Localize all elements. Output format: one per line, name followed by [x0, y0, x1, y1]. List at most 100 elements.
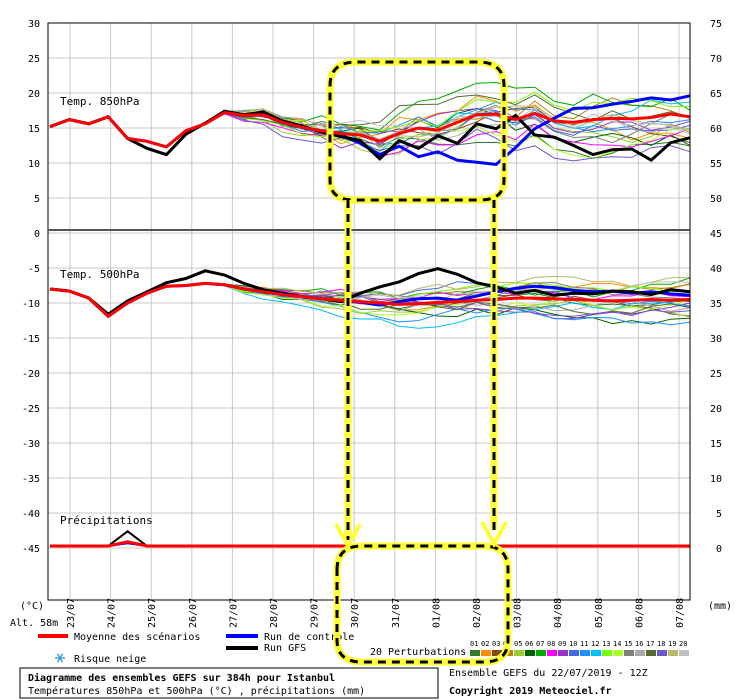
perturbation-id: 14 [613, 640, 621, 648]
left-tick-label: -45 [22, 544, 40, 555]
series-line-500 [49, 267, 691, 317]
legend-label-snow: Risque neige [74, 654, 146, 665]
perturbation-swatch [657, 650, 667, 656]
perturbation-id: 06 [525, 640, 533, 648]
perturbation-swatch [646, 650, 656, 656]
left-tick-label: -30 [22, 439, 40, 450]
right-tick-label: 70 [710, 54, 722, 65]
left-tick-label: -20 [22, 369, 40, 380]
perturbation-id: 15 [624, 640, 632, 648]
x-tick-label: 29/07 [310, 598, 321, 628]
run-label: Ensemble GEFS du 22/07/2019 - 12Z [449, 668, 648, 679]
left-unit: (°C) [20, 601, 44, 612]
left-tick-label: 5 [34, 194, 40, 205]
perturbation-id: 07 [536, 640, 544, 648]
panel-label-precip: Précipitations [60, 514, 153, 527]
left-tick-label: -15 [22, 334, 40, 345]
perturbation-swatch [525, 650, 535, 656]
left-tick-label: -40 [22, 509, 40, 520]
perturbation-swatch [481, 650, 491, 656]
right-unit: (mm) [708, 601, 732, 612]
highlight-box-850-dash [328, 60, 506, 202]
right-tick-label: 55 [710, 159, 722, 170]
right-tick-label: 20 [710, 404, 722, 415]
x-tick-label: 30/07 [350, 598, 361, 628]
x-tick-label: 28/07 [269, 598, 280, 628]
perturbation-id: 19 [668, 640, 676, 648]
legend: Moyenne des scénarios Run de controle Ru… [38, 631, 354, 665]
left-tick-label: 10 [28, 159, 40, 170]
panel-label-500: Temp. 500hPa [60, 268, 139, 281]
arrow-head-left [334, 523, 362, 551]
right-tick-label: 45 [710, 229, 722, 240]
snowflake-icon [55, 653, 65, 663]
left-tick-label: -5 [28, 264, 40, 275]
right-tick-label: 10 [710, 474, 722, 485]
perturbation-swatch [492, 650, 502, 656]
perturbation-id: 17 [646, 640, 654, 648]
perturbation-swatch [668, 650, 678, 656]
perturbation-swatch [470, 650, 480, 656]
perturbation-id: 09 [558, 640, 566, 648]
legend-label-control: Run de controle [264, 632, 354, 643]
series-line-850 [49, 109, 691, 163]
perturbation-id: 20 [679, 640, 687, 648]
perturbation-swatch [558, 650, 568, 656]
left-tick-label: -25 [22, 404, 40, 415]
left-tick-label: -35 [22, 474, 40, 485]
left-tick-label: -10 [22, 299, 40, 310]
chart-subtitle: Températures 850hPa et 500hPa (°C) , pré… [28, 685, 365, 697]
x-tick-label: 25/07 [147, 598, 158, 628]
altitude-label: Alt. 58m [10, 618, 58, 629]
right-tick-label: 65 [710, 89, 722, 100]
x-tick-label: 27/07 [228, 598, 239, 628]
right-tick-label: 50 [710, 194, 722, 205]
legend-label-mean: Moyenne des scénarios [74, 631, 200, 643]
x-tick-label: 05/08 [594, 598, 605, 628]
x-tick-label: 01/08 [431, 598, 442, 628]
x-tick-label: 04/08 [553, 598, 564, 628]
x-tick-label: 07/08 [675, 598, 686, 628]
right-tick-label: 60 [710, 124, 722, 135]
chart-title: Diagramme des ensembles GEFS sur 384h po… [28, 672, 335, 684]
perturbation-swatch [580, 650, 590, 656]
perturbation-swatch [624, 650, 634, 656]
series-line-850 [49, 111, 691, 149]
x-tick-label: 03/08 [513, 598, 524, 628]
right-tick-label: 75 [710, 19, 722, 30]
perturbation-id: 08 [547, 640, 555, 648]
legend-label-gfs: Run GFS [264, 643, 306, 654]
perturbation-id: 10 [569, 640, 577, 648]
right-tick-label: 40 [710, 264, 722, 275]
annotations [326, 58, 512, 666]
grid [48, 22, 690, 600]
left-tick-label: 30 [28, 19, 40, 30]
perturbation-id: 18 [657, 640, 665, 648]
right-tick-label: 35 [710, 299, 722, 310]
perturbation-swatch [514, 650, 524, 656]
perturbation-swatch [591, 650, 601, 656]
right-tick-label: 15 [710, 439, 722, 450]
right-tick-label: 0 [716, 544, 722, 555]
x-tick-label: 24/07 [107, 598, 118, 628]
x-tick-label: 23/07 [66, 598, 77, 628]
perturbation-swatch [536, 650, 546, 656]
perturbation-id: 01 [470, 640, 478, 648]
arrow-head-right [480, 521, 508, 549]
perturbation-swatch [679, 650, 689, 656]
x-tick-label: 31/07 [391, 598, 402, 628]
perturbation-id: 03 [492, 640, 500, 648]
perturbation-swatch [635, 650, 645, 656]
highlight-box-precip-dash [335, 544, 510, 664]
left-tick-label: 0 [34, 229, 40, 240]
x-tick-label: 26/07 [188, 598, 199, 628]
right-tick-label: 30 [710, 334, 722, 345]
perturbation-swatch [602, 650, 612, 656]
title-box [19, 667, 439, 699]
perturbation-id: 02 [481, 640, 489, 648]
right-tick-label: 25 [710, 369, 722, 380]
left-tick-label: 25 [28, 54, 40, 65]
